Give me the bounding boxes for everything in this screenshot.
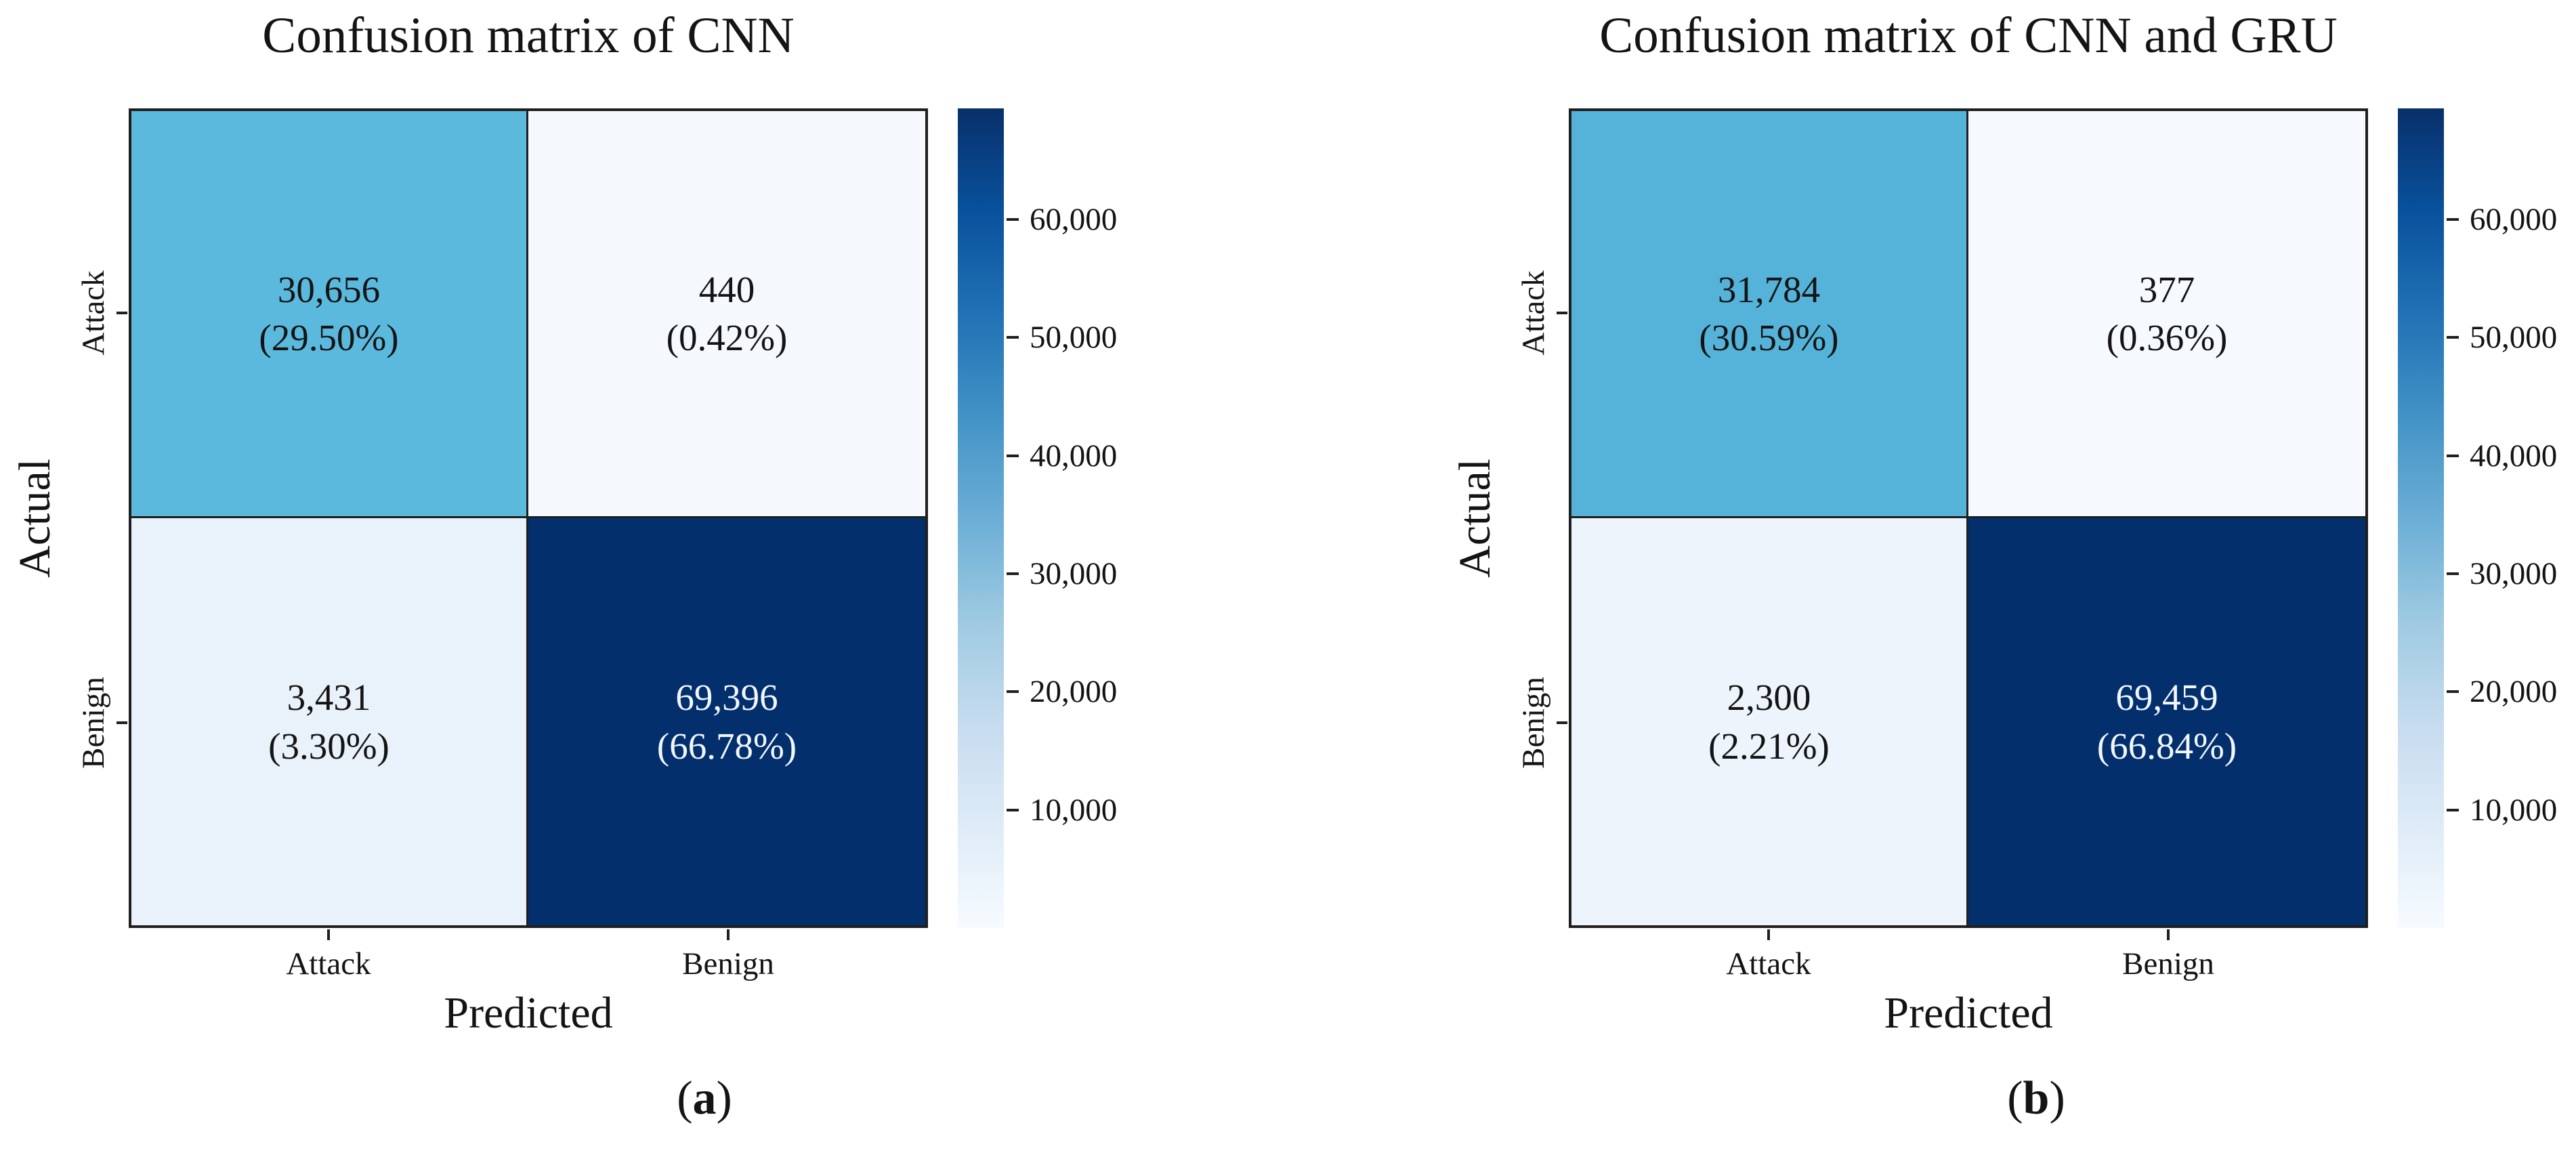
colorbar-tick-mark (2447, 336, 2459, 339)
chart-title: Confusion matrix of CNN (262, 7, 795, 64)
panel-b: Confusion matrix of CNN and GRU Actual A… (1440, 0, 2576, 1161)
x-tick-label-benign: Benign (682, 946, 774, 981)
chart-title: Confusion matrix of CNN and GRU (1599, 7, 2338, 64)
colorbar-tick-label: 10,000 (1030, 793, 1118, 828)
matrix-cell-fn: 440 (0.42%) (528, 111, 925, 518)
caption-paren-open: ( (677, 1072, 693, 1124)
x-axis-label: Predicted (444, 988, 613, 1038)
cell-count: 69,396 (675, 677, 778, 718)
x-tick-mark (327, 929, 330, 940)
x-tick-mark (1767, 929, 1770, 940)
colorbar-tick-label: 20,000 (1030, 674, 1118, 709)
x-tick-label-attack: Attack (286, 946, 371, 981)
colorbar (2398, 108, 2444, 928)
y-tick-mark (117, 721, 127, 724)
colorbar-tick-mark (2447, 572, 2459, 575)
y-tick-label-benign: Benign (76, 677, 111, 769)
confusion-matrix: 30,656 (29.50%) 440 (0.42%) 3,431 (3.30%… (129, 108, 928, 928)
matrix-cell-fp: 2,300 (2.21%) (1571, 518, 1968, 925)
colorbar-tick-label: 60,000 (2470, 202, 2558, 237)
colorbar-tick-label: 20,000 (2470, 674, 2558, 709)
colorbar-tick-mark (2447, 809, 2459, 811)
caption-letter: a (692, 1072, 717, 1124)
y-tick-mark (1557, 721, 1567, 724)
colorbar-tick-label: 40,000 (1030, 438, 1118, 473)
cell-count: 30,656 (277, 268, 381, 310)
matrix-cell-tn: 69,396 (66.78%) (528, 518, 925, 925)
x-tick-mark (2167, 929, 2170, 940)
colorbar-tick-mark (1007, 218, 1019, 221)
y-tick-label-attack: Attack (76, 270, 111, 356)
y-axis-label: Actual (10, 459, 60, 578)
colorbar (958, 108, 1004, 928)
confusion-matrix: 31,784 (30.59%) 377 (0.36%) 2,300 (2.21%… (1569, 108, 2368, 928)
colorbar-tick-mark (1007, 336, 1019, 339)
colorbar-tick-label: 30,000 (1030, 556, 1118, 591)
cell-count: 440 (698, 268, 755, 310)
colorbar-tick-label: 50,000 (1030, 320, 1118, 355)
colorbar-tick-label: 50,000 (2470, 320, 2558, 355)
colorbar-tick-mark (2447, 455, 2459, 457)
panel-a: Confusion matrix of CNN Actual Attack Be… (0, 0, 1287, 1161)
colorbar-tick-label: 30,000 (2470, 556, 2558, 591)
caption-letter: b (2023, 1072, 2050, 1124)
colorbar-tick-mark (1007, 455, 1019, 457)
cell-percent: (66.84%) (2096, 725, 2237, 767)
cell-percent: (0.36%) (2106, 317, 2228, 358)
colorbar-tick-label: 10,000 (2470, 793, 2558, 828)
colorbar-tick-label: 40,000 (2470, 438, 2558, 473)
x-tick-label-attack: Attack (1726, 946, 1811, 981)
cell-percent: (66.78%) (656, 725, 797, 767)
subfigure-caption-b: (b) (2007, 1072, 2065, 1126)
colorbar-tick-mark (1007, 690, 1019, 693)
matrix-cell-fp: 3,431 (3.30%) (131, 518, 528, 925)
matrix-cell-tp: 31,784 (30.59%) (1571, 111, 1968, 518)
cell-count: 2,300 (1727, 677, 1811, 718)
y-tick-mark (1557, 312, 1567, 314)
cell-count: 3,431 (287, 677, 371, 718)
cell-percent: (0.42%) (666, 317, 788, 358)
x-axis-label: Predicted (1884, 988, 2053, 1038)
caption-paren-open: ( (2007, 1072, 2023, 1124)
y-tick-label-attack: Attack (1516, 270, 1551, 356)
y-tick-mark (117, 312, 127, 314)
y-axis-label: Actual (1450, 459, 1500, 578)
colorbar-tick-mark (2447, 218, 2459, 221)
caption-paren-close: ) (716, 1072, 732, 1124)
cell-percent: (29.50%) (259, 317, 399, 358)
cell-percent: (3.30%) (268, 725, 389, 767)
cell-percent: (2.21%) (1708, 725, 1830, 767)
cell-count: 69,459 (2115, 677, 2218, 718)
matrix-cell-tp: 30,656 (29.50%) (131, 111, 528, 518)
x-tick-label-benign: Benign (2122, 946, 2214, 981)
caption-paren-close: ) (2049, 1072, 2065, 1124)
colorbar-tick-mark (1007, 809, 1019, 811)
colorbar-tick-label: 60,000 (1030, 202, 1118, 237)
matrix-cell-fn: 377 (0.36%) (1968, 111, 2365, 518)
cell-count: 377 (2138, 268, 2195, 310)
colorbar-tick-mark (2447, 690, 2459, 693)
y-tick-label-benign: Benign (1516, 677, 1551, 769)
x-tick-mark (727, 929, 730, 940)
matrix-cell-tn: 69,459 (66.84%) (1968, 518, 2365, 925)
subfigure-caption-a: (a) (677, 1072, 732, 1126)
cell-count: 31,784 (1717, 268, 1821, 310)
cell-percent: (30.59%) (1699, 317, 1839, 358)
colorbar-tick-mark (1007, 572, 1019, 575)
